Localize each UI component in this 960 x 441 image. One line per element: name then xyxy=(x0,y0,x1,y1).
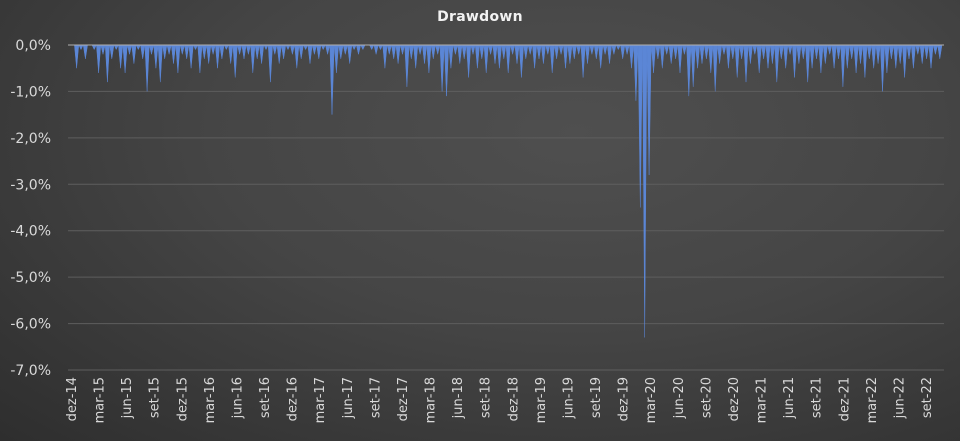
y-tick-label: -4,0% xyxy=(10,224,51,240)
y-tick-label: -3,0% xyxy=(10,177,51,193)
x-axis: dez-14 mar-15 jun-15 set-15 dez-15 mar-16 jun-… xyxy=(65,377,935,423)
x-tick-label: set-16 xyxy=(258,377,273,418)
gridlines xyxy=(68,90,944,371)
x-tick-label: mar-19 xyxy=(534,377,549,423)
x-tick-label: set-15 xyxy=(148,377,163,418)
y-axis: 0,0% -1,0% -2,0% -3,0% -4,0% -5,0% -6,0% -7,0% xyxy=(10,38,51,379)
y-tick-label: -6,0% xyxy=(10,317,51,333)
y-tick-label: -1,0% xyxy=(10,84,51,100)
x-tick-label: set-18 xyxy=(479,377,494,418)
x-tick-label: jun-15 xyxy=(120,377,135,419)
x-tick-label: set-21 xyxy=(810,377,825,418)
x-tick-label: dez-20 xyxy=(727,377,742,421)
x-tick-label: jun-21 xyxy=(782,377,797,419)
x-tick-label: jun-17 xyxy=(341,377,356,419)
x-tick-label: dez-14 xyxy=(65,377,80,421)
x-tick-label: jun-22 xyxy=(892,377,907,419)
x-tick-label: dez-21 xyxy=(837,377,852,421)
x-tick-label: mar-21 xyxy=(755,377,770,423)
x-tick-label: set-20 xyxy=(699,377,714,418)
x-tick-label: set-22 xyxy=(920,377,935,418)
x-tick-label: mar-16 xyxy=(203,377,218,423)
x-tick-label: dez-19 xyxy=(617,377,632,421)
y-tick-label: -7,0% xyxy=(10,363,51,379)
x-tick-label: jun-18 xyxy=(451,377,466,419)
y-tick-label: -5,0% xyxy=(10,270,51,286)
x-tick-label: mar-20 xyxy=(644,377,659,423)
x-tick-label: jun-20 xyxy=(672,377,687,419)
y-tick-label: -2,0% xyxy=(10,131,51,147)
drawdown-area xyxy=(68,44,943,338)
x-tick-label: dez-15 xyxy=(175,377,190,421)
x-tick-label: dez-16 xyxy=(286,377,301,421)
x-tick-label: set-19 xyxy=(589,377,604,418)
x-tick-label: mar-15 xyxy=(93,377,108,423)
y-tick-label: 0,0% xyxy=(15,38,51,54)
x-tick-label: jun-16 xyxy=(230,377,245,419)
chart-title: Drawdown xyxy=(437,9,523,25)
x-tick-label: jun-19 xyxy=(561,377,576,419)
x-tick-label: set-17 xyxy=(368,377,383,418)
x-tick-label: dez-17 xyxy=(396,377,411,421)
x-tick-label: mar-18 xyxy=(424,377,439,423)
x-tick-label: mar-22 xyxy=(865,377,880,423)
x-tick-label: dez-18 xyxy=(506,377,521,421)
x-tick-label: mar-17 xyxy=(313,377,328,423)
